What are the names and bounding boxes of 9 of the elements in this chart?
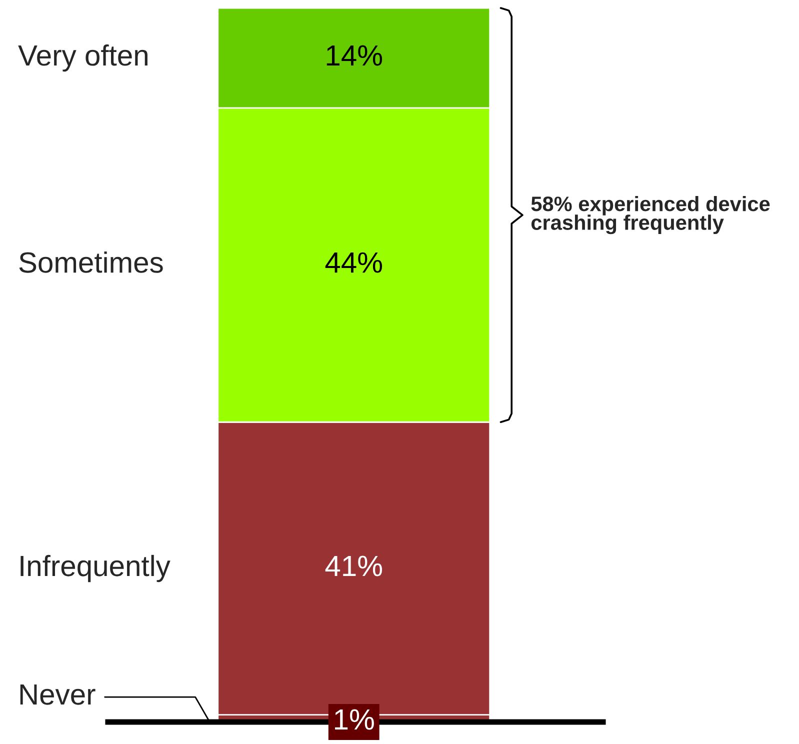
data-label: 14% (326, 45, 382, 66)
text: 58% experienced device crashing frequently (531, 196, 770, 234)
text: Never (20, 684, 96, 705)
data-label: 41% (325, 556, 382, 576)
data-label: 1% (335, 709, 374, 730)
data-label: 44% (325, 252, 382, 273)
series-label: Infrequently (20, 554, 170, 582)
series-label: Sometimes (19, 251, 163, 273)
text: Very often (18, 44, 148, 72)
